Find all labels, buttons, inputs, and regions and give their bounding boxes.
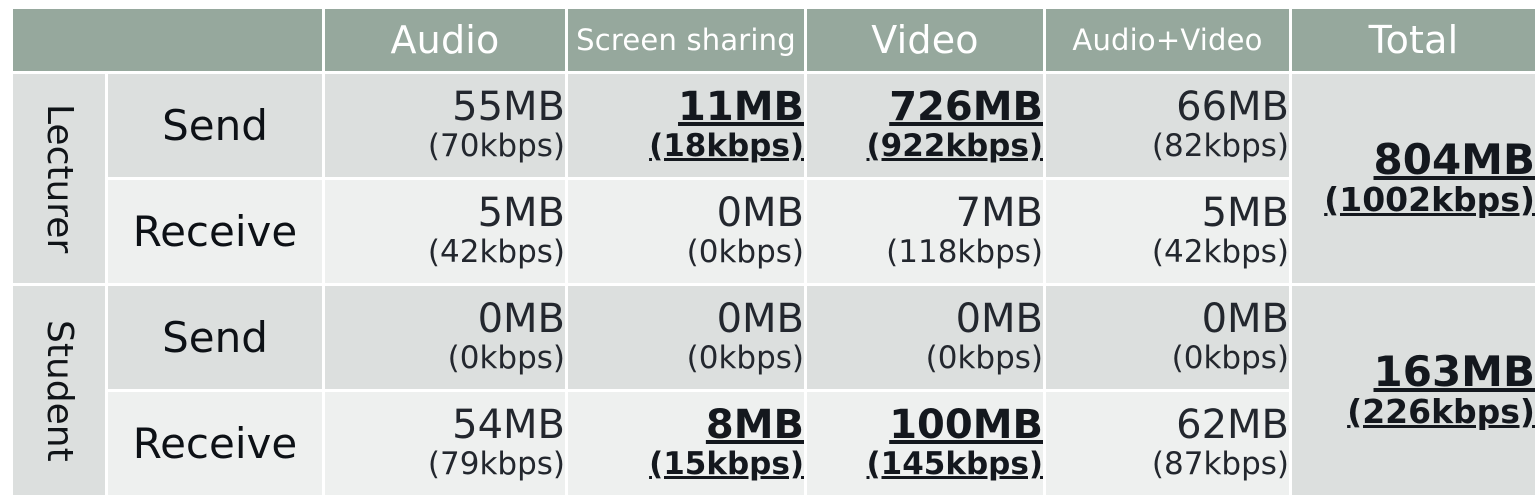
cell-lecturer-receive-audio: 5MB (42kbps)	[325, 180, 565, 283]
cell-value-main: 5MB	[477, 190, 565, 237]
cell-student-receive-audio: 54MB (79kbps)	[325, 392, 565, 495]
cell-value-sub: (0kbps)	[447, 339, 565, 376]
network-usage-table: Audio Screen sharing Video Audio+Video T…	[10, 6, 1535, 498]
cell-value-sub: (82kbps)	[1151, 127, 1289, 164]
header-corner-blank	[13, 9, 322, 71]
cell-value-main: 66MB	[1176, 84, 1289, 131]
table-header: Audio Screen sharing Video Audio+Video T…	[13, 9, 1535, 71]
cell-student-total: 163MB (226kbps)	[1292, 286, 1535, 495]
cell-value-sub: (118kbps)	[886, 233, 1043, 270]
cell-value-sub: (0kbps)	[925, 339, 1043, 376]
header-row: Audio Screen sharing Video Audio+Video T…	[13, 9, 1535, 71]
table-row: Lecturer Send 55MB (70kbps) 11MB (18kbps…	[13, 74, 1535, 283]
cell-student-send-video: 0MB (0kbps)	[807, 286, 1043, 389]
cell-lecturer-send-screen-sharing: 11MB (18kbps)	[568, 74, 804, 177]
direction-label-send: Send	[108, 74, 322, 177]
cell-value-sub: (87kbps)	[1151, 445, 1289, 482]
cell-value-main: 0MB	[955, 296, 1043, 343]
cell-student-receive-screen-sharing: 8MB (15kbps)	[568, 392, 804, 495]
cell-lecturer-receive-screen-sharing: 0MB (0kbps)	[568, 180, 804, 283]
cell-value-main: 11MB	[678, 84, 804, 131]
cell-value-main: 0MB	[716, 296, 804, 343]
cell-value-sub: (42kbps)	[427, 233, 565, 270]
cell-value-main: 0MB	[716, 190, 804, 237]
column-header-screen-sharing: Screen sharing	[568, 9, 804, 71]
total-value-main: 163MB	[1373, 347, 1535, 397]
column-header-audio-video: Audio+Video	[1046, 9, 1289, 71]
total-value-main: 804MB	[1373, 135, 1535, 185]
cell-value-main: 62MB	[1176, 402, 1289, 449]
cell-student-receive-audio-video: 62MB (87kbps)	[1046, 392, 1289, 495]
group-label-text: Lecturer	[39, 103, 80, 254]
network-usage-table-container: Audio Screen sharing Video Audio+Video T…	[10, 6, 1535, 495]
column-header-video: Video	[807, 9, 1043, 71]
column-header-total: Total	[1292, 9, 1535, 71]
cell-lecturer-receive-audio-video: 5MB (42kbps)	[1046, 180, 1289, 283]
cell-student-send-screen-sharing: 0MB (0kbps)	[568, 286, 804, 389]
group-label-text: Student	[39, 319, 80, 462]
cell-value-sub: (0kbps)	[686, 233, 804, 270]
cell-student-send-audio: 0MB (0kbps)	[325, 286, 565, 389]
cell-value-main: 726MB	[889, 84, 1043, 131]
cell-lecturer-total: 804MB (1002kbps)	[1292, 74, 1535, 283]
cell-value-main: 5MB	[1201, 190, 1289, 237]
cell-lecturer-send-audio-video: 66MB (82kbps)	[1046, 74, 1289, 177]
table-row: Receive 54MB (79kbps) 8MB (15kbps) 100MB…	[13, 392, 1535, 495]
cell-value-main: 8MB	[705, 402, 804, 449]
cell-lecturer-send-video: 726MB (922kbps)	[807, 74, 1043, 177]
direction-label-receive: Receive	[108, 180, 322, 283]
total-value-sub: (1002kbps)	[1324, 179, 1535, 219]
cell-value-sub: (79kbps)	[427, 445, 565, 482]
table-body: Lecturer Send 55MB (70kbps) 11MB (18kbps…	[13, 74, 1535, 495]
cell-value-sub: (18kbps)	[649, 127, 804, 164]
direction-label-receive: Receive	[108, 392, 322, 495]
cell-value-main: 7MB	[955, 190, 1043, 237]
column-header-audio: Audio	[325, 9, 565, 71]
cell-value-sub: (0kbps)	[1171, 339, 1289, 376]
cell-value-sub: (922kbps)	[866, 127, 1044, 164]
cell-value-main: 100MB	[889, 402, 1043, 449]
cell-value-sub: (145kbps)	[866, 445, 1044, 482]
cell-lecturer-send-audio: 55MB (70kbps)	[325, 74, 565, 177]
cell-value-sub: (42kbps)	[1151, 233, 1289, 270]
table-row: Receive 5MB (42kbps) 0MB (0kbps) 7MB (11…	[13, 180, 1535, 283]
cell-value-sub: (15kbps)	[649, 445, 804, 482]
group-label-student: Student	[13, 286, 105, 495]
cell-lecturer-receive-video: 7MB (118kbps)	[807, 180, 1043, 283]
cell-student-receive-video: 100MB (145kbps)	[807, 392, 1043, 495]
cell-value-sub: (70kbps)	[427, 127, 565, 164]
cell-value-main: 55MB	[452, 84, 565, 131]
cell-value-main: 0MB	[1201, 296, 1289, 343]
direction-label-send: Send	[108, 286, 322, 389]
cell-value-main: 0MB	[477, 296, 565, 343]
cell-value-main: 54MB	[452, 402, 565, 449]
group-label-lecturer: Lecturer	[13, 74, 105, 283]
cell-student-send-audio-video: 0MB (0kbps)	[1046, 286, 1289, 389]
total-value-sub: (226kbps)	[1347, 391, 1535, 431]
table-row: Student Send 0MB (0kbps) 0MB (0kbps) 0MB…	[13, 286, 1535, 495]
cell-value-sub: (0kbps)	[686, 339, 804, 376]
